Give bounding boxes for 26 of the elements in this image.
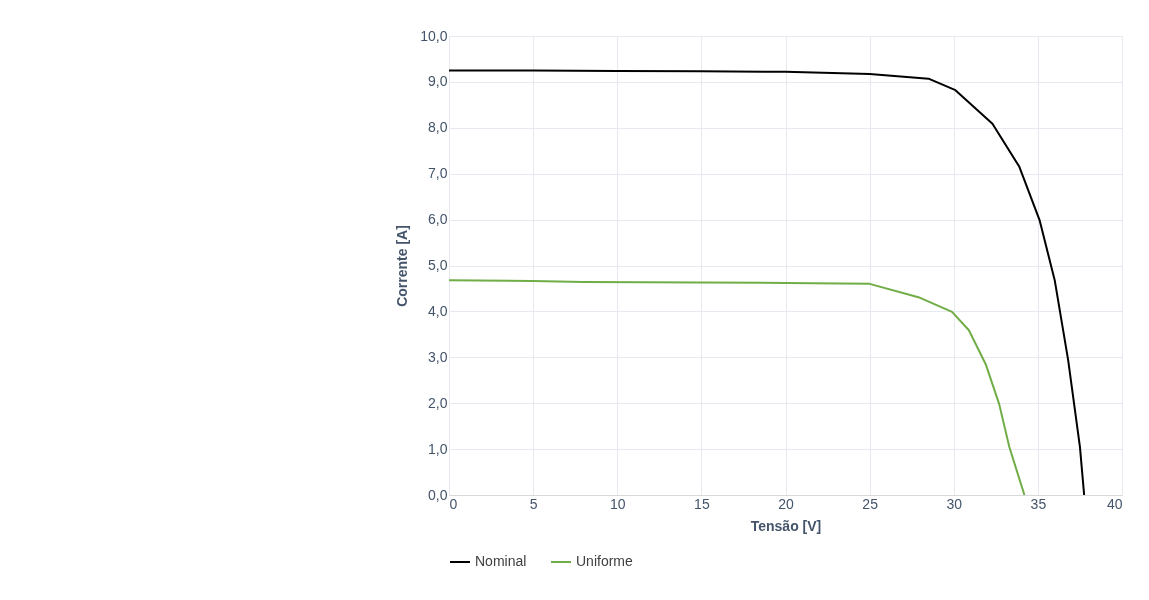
x-tick-label: 15: [694, 495, 710, 512]
x-tick-label: 30: [946, 495, 963, 512]
x-tick-label: 35: [1030, 495, 1047, 512]
y-tick-label: 0,0: [428, 486, 448, 503]
x-tick-label: 10: [609, 495, 626, 512]
y-tick-label: 1,0: [428, 440, 448, 457]
y-tick-label: 7,0: [428, 165, 448, 182]
legend-label: Nominal: [475, 553, 527, 569]
y-tick-label: 2,0: [428, 394, 448, 411]
x-axis-title: Tensão [V]: [750, 517, 822, 534]
y-tick-label: 6,0: [428, 211, 448, 228]
y-tick-label: 8,0: [428, 119, 448, 136]
x-tick-label: 20: [778, 495, 794, 512]
line-series: [448, 69, 1086, 496]
y-tick-label: 10,0: [420, 27, 448, 44]
y-tick-label: 4,0: [428, 302, 448, 319]
x-tick-label: 40: [1106, 495, 1123, 512]
y-axis-title: Corrente [A]: [394, 225, 411, 307]
x-tick-label: 25: [862, 495, 879, 512]
legend-label: Uniforme: [576, 553, 634, 569]
y-tick-label: 5,0: [428, 257, 448, 273]
line-series: [448, 279, 1026, 496]
y-tick-label: 9,0: [428, 73, 448, 90]
y-tick-label: 3,0: [428, 348, 448, 365]
x-tick-label: 5: [529, 495, 538, 512]
x-tick-label: 0: [449, 495, 458, 512]
